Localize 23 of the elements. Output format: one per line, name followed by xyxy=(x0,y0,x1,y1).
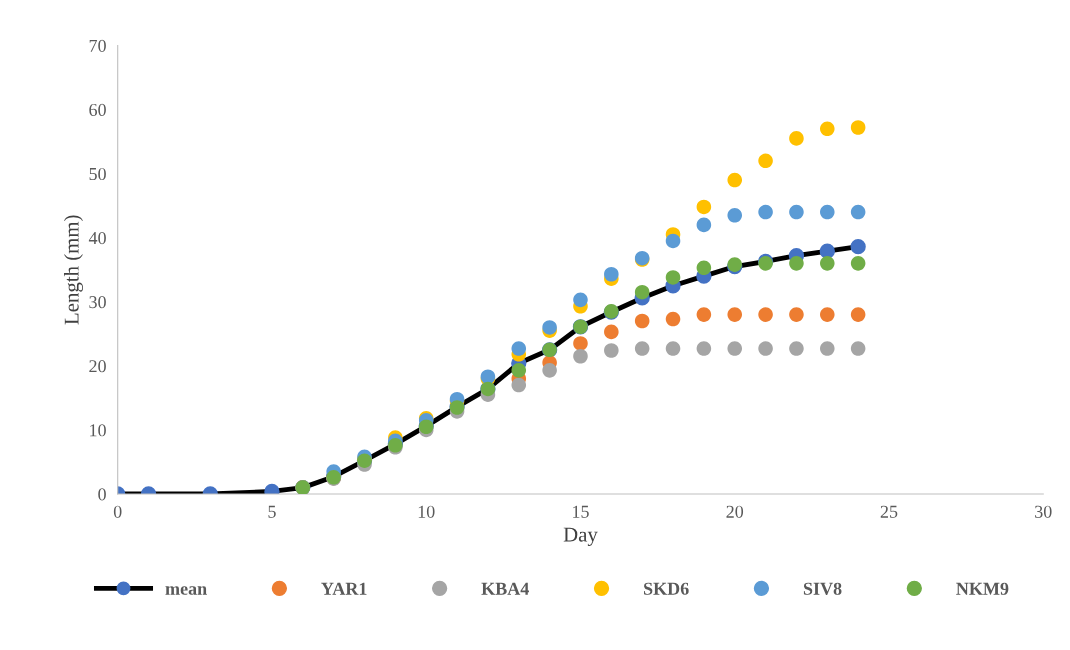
x-tick-label: 30 xyxy=(1035,505,1052,518)
legend-label: mean xyxy=(165,586,207,595)
legend-label: SKD6 xyxy=(644,582,689,595)
y-tick-label: 60 xyxy=(89,103,106,117)
legend-label: NKM9 xyxy=(956,582,1009,595)
x-tick-label: 15 xyxy=(573,505,589,518)
legend-label: SIV8 xyxy=(803,582,842,595)
y-tick-label: 10 xyxy=(90,424,106,437)
y-tick-label: 50 xyxy=(89,167,106,181)
y-tick-label: 40 xyxy=(88,231,106,245)
x-tick-label: 20 xyxy=(726,505,744,518)
y-tick-label: 70 xyxy=(89,39,106,52)
x-tick-label: 0 xyxy=(113,505,122,518)
x-axis-title: Day xyxy=(563,527,598,546)
y-tick-label: 0 xyxy=(98,488,106,501)
x-tick-label: 10 xyxy=(418,505,435,518)
y-axis-title: Length (mm) xyxy=(64,215,83,325)
legend-label: YAR1 xyxy=(321,582,367,595)
x-tick-label: 5 xyxy=(268,505,276,518)
x-tick-label: 25 xyxy=(880,505,898,518)
y-tick-label: 20 xyxy=(89,360,106,373)
legend-label: KBA4 xyxy=(481,582,529,595)
y-tick-label: 30 xyxy=(89,296,106,309)
